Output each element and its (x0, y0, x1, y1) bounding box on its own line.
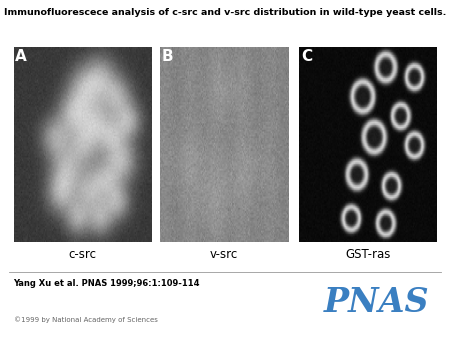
Text: PNAS: PNAS (324, 286, 430, 319)
Text: A: A (15, 49, 27, 64)
Text: C: C (301, 49, 312, 64)
Text: v-src: v-src (210, 248, 238, 261)
Text: ©1999 by National Academy of Sciences: ©1999 by National Academy of Sciences (14, 316, 157, 323)
Text: Immunofluorescece analysis of c-src and v-src distribution in wild-type yeast ce: Immunofluorescece analysis of c-src and … (4, 8, 446, 18)
Text: B: B (162, 49, 173, 64)
Text: Yang Xu et al. PNAS 1999;96:1:109-114: Yang Xu et al. PNAS 1999;96:1:109-114 (14, 279, 200, 288)
Text: c-src: c-src (68, 248, 96, 261)
Text: GST-ras: GST-ras (345, 248, 391, 261)
